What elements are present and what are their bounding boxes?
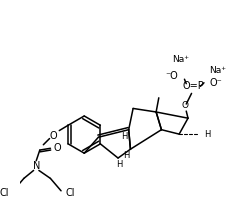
Text: ⁻O: ⁻O xyxy=(165,71,178,81)
Text: N: N xyxy=(32,161,40,171)
Text: H: H xyxy=(115,160,122,169)
Text: Na⁺: Na⁺ xyxy=(172,55,189,64)
Text: O=P: O=P xyxy=(182,81,203,91)
Text: O: O xyxy=(181,101,188,110)
Text: H: H xyxy=(122,151,129,160)
Text: H: H xyxy=(121,132,127,141)
Text: O: O xyxy=(53,143,61,153)
Text: Na⁺: Na⁺ xyxy=(209,66,226,75)
Text: O⁻: O⁻ xyxy=(209,78,222,88)
Text: Cl: Cl xyxy=(0,187,9,198)
Text: O: O xyxy=(49,131,57,141)
Text: Cl: Cl xyxy=(65,187,75,198)
Text: H: H xyxy=(203,130,210,139)
